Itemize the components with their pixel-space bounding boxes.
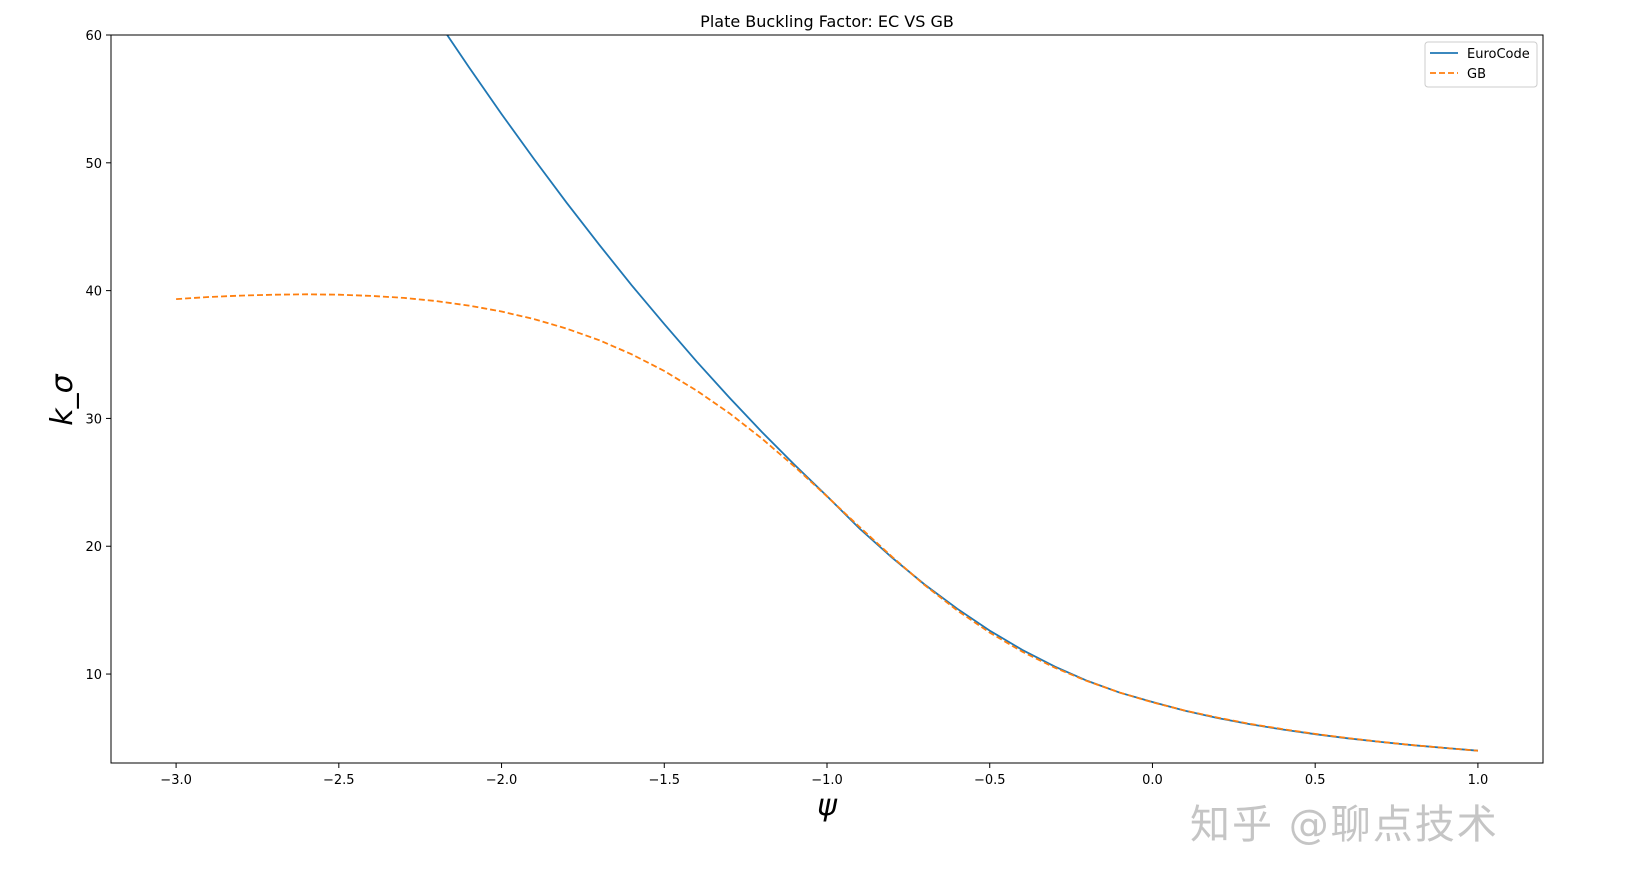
- x-tick-label: −0.5: [974, 773, 1006, 788]
- y-tick-label: 10: [85, 668, 102, 683]
- y-tick-label: 30: [85, 412, 102, 427]
- axes-frame: [110, 34, 1544, 764]
- series-line-gb: [176, 293, 1478, 752]
- x-tick-label: −1.0: [811, 773, 843, 788]
- y-tick-label: 50: [85, 157, 102, 172]
- legend-label-eurocode: EuroCode: [1467, 47, 1530, 62]
- x-tick-label: 0.0: [1142, 773, 1163, 788]
- y-tick-label: 20: [85, 540, 102, 555]
- x-tick-label: −2.5: [323, 773, 355, 788]
- series-line-eurocode: [446, 35, 1478, 752]
- y-axis-label: k_σ: [45, 373, 80, 425]
- y-tick-label: 60: [85, 29, 102, 44]
- legend-label-gb: GB: [1467, 67, 1486, 82]
- x-tick-label: −1.5: [648, 773, 680, 788]
- x-tick-label: 1.0: [1468, 773, 1489, 788]
- y-tick-label: 40: [85, 285, 102, 300]
- plot-area: [176, 35, 1478, 752]
- x-tick-label: 0.5: [1305, 773, 1326, 788]
- x-tick-label: −3.0: [160, 773, 192, 788]
- chart-title: Plate Buckling Factor: EC VS GB: [700, 12, 954, 31]
- y-axis: 10 20 30 40 50 60: [85, 29, 111, 683]
- x-axis-label: ψ: [817, 788, 838, 823]
- legend: EuroCode GB: [1424, 41, 1538, 88]
- watermark: 知乎 @聊点技术: [1190, 802, 1499, 848]
- x-tick-label: −2.0: [486, 773, 518, 788]
- x-axis: −3.0 −2.5 −2.0 −1.5 −1.0 −0.5 0.0 0.5 1.0: [160, 763, 1488, 788]
